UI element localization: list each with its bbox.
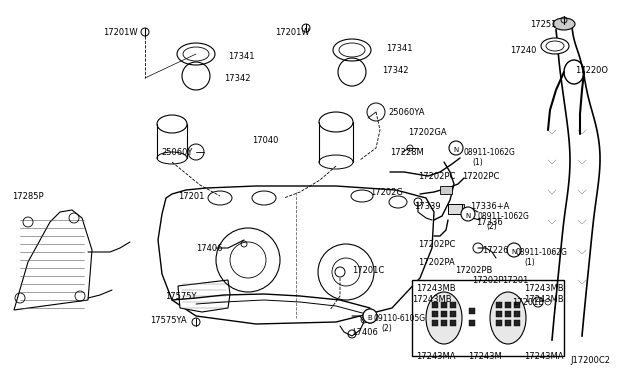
Text: 08911-1062G: 08911-1062G bbox=[516, 248, 568, 257]
Text: 17342: 17342 bbox=[224, 74, 250, 83]
Bar bbox=[432, 311, 438, 317]
Bar bbox=[441, 302, 447, 308]
Text: 17201W: 17201W bbox=[275, 28, 310, 37]
Bar bbox=[454, 204, 464, 211]
Text: 17406: 17406 bbox=[196, 244, 223, 253]
Text: 25060Y: 25060Y bbox=[162, 148, 193, 157]
Text: (2): (2) bbox=[486, 222, 497, 231]
Text: 08911-1062G: 08911-1062G bbox=[464, 148, 516, 157]
Text: 17201: 17201 bbox=[502, 276, 529, 285]
Bar bbox=[432, 302, 438, 308]
Ellipse shape bbox=[490, 292, 526, 344]
Text: 17341: 17341 bbox=[228, 52, 255, 61]
Polygon shape bbox=[178, 280, 230, 312]
Text: 17243MB: 17243MB bbox=[524, 284, 564, 293]
Text: 17342: 17342 bbox=[382, 66, 408, 75]
Text: J17200C2: J17200C2 bbox=[570, 356, 610, 365]
Bar bbox=[448, 204, 462, 214]
Text: 17575YA: 17575YA bbox=[150, 316, 187, 325]
Text: (1): (1) bbox=[524, 258, 535, 267]
Bar bbox=[514, 302, 520, 308]
Text: (1): (1) bbox=[472, 158, 483, 167]
Text: 17243MB: 17243MB bbox=[416, 284, 456, 293]
Bar bbox=[514, 320, 520, 326]
Bar bbox=[450, 311, 456, 317]
Bar bbox=[496, 320, 502, 326]
Text: 17202PB: 17202PB bbox=[455, 266, 492, 275]
Text: B: B bbox=[367, 315, 372, 321]
Text: 17243M: 17243M bbox=[468, 352, 502, 361]
Text: 17040: 17040 bbox=[252, 136, 278, 145]
Circle shape bbox=[363, 309, 377, 323]
Text: 17339: 17339 bbox=[414, 202, 440, 211]
Text: (2): (2) bbox=[381, 324, 392, 333]
Bar bbox=[496, 302, 502, 308]
Text: 17243MB: 17243MB bbox=[412, 295, 452, 304]
Bar bbox=[505, 311, 511, 317]
Text: 09110-6105G: 09110-6105G bbox=[373, 314, 425, 323]
Text: 17201W: 17201W bbox=[104, 28, 138, 37]
Text: 17202PC: 17202PC bbox=[418, 172, 456, 181]
Bar bbox=[441, 320, 447, 326]
Bar bbox=[432, 320, 438, 326]
Text: N: N bbox=[511, 249, 516, 255]
Text: 17201E: 17201E bbox=[512, 298, 543, 307]
Circle shape bbox=[461, 207, 475, 221]
Ellipse shape bbox=[426, 292, 462, 344]
Circle shape bbox=[507, 243, 521, 257]
Bar bbox=[505, 302, 511, 308]
Text: 17202G: 17202G bbox=[370, 188, 403, 197]
Bar bbox=[469, 320, 475, 326]
Text: 17336+A: 17336+A bbox=[470, 202, 509, 211]
Bar bbox=[496, 311, 502, 317]
Text: 17251: 17251 bbox=[530, 20, 556, 29]
Text: 17285P: 17285P bbox=[12, 192, 44, 201]
Text: 17243MA: 17243MA bbox=[416, 352, 456, 361]
Bar bbox=[514, 311, 520, 317]
Text: 17240: 17240 bbox=[510, 46, 536, 55]
Polygon shape bbox=[14, 210, 92, 310]
Text: 17243MB: 17243MB bbox=[524, 295, 564, 304]
Polygon shape bbox=[158, 186, 434, 324]
Bar bbox=[450, 320, 456, 326]
Text: 17336: 17336 bbox=[476, 218, 503, 227]
Ellipse shape bbox=[541, 38, 569, 54]
Text: 17226: 17226 bbox=[482, 246, 509, 255]
Bar bbox=[450, 302, 456, 308]
Text: N: N bbox=[453, 147, 459, 153]
Bar bbox=[440, 186, 452, 194]
Text: 17220O: 17220O bbox=[575, 66, 608, 75]
Text: N: N bbox=[465, 213, 470, 219]
Text: 17228M: 17228M bbox=[390, 148, 424, 157]
Text: 17243MA: 17243MA bbox=[524, 352, 563, 361]
Text: 17341: 17341 bbox=[386, 44, 413, 53]
Text: 17202P: 17202P bbox=[472, 276, 504, 285]
Bar bbox=[441, 311, 447, 317]
Bar bbox=[505, 320, 511, 326]
Text: 17202GA: 17202GA bbox=[408, 128, 447, 137]
Text: 17202PC: 17202PC bbox=[462, 172, 499, 181]
Text: 17202PC: 17202PC bbox=[418, 240, 456, 249]
Circle shape bbox=[449, 141, 463, 155]
Circle shape bbox=[363, 309, 377, 323]
Text: 08911-1062G: 08911-1062G bbox=[478, 212, 530, 221]
Text: L7406: L7406 bbox=[352, 328, 378, 337]
Text: 17201: 17201 bbox=[178, 192, 204, 201]
Text: 17202PA: 17202PA bbox=[418, 258, 455, 267]
Bar bbox=[469, 308, 475, 314]
Text: 25060YA: 25060YA bbox=[388, 108, 424, 117]
Text: 17201C: 17201C bbox=[352, 266, 384, 275]
Ellipse shape bbox=[553, 18, 575, 30]
Text: 17575Y: 17575Y bbox=[165, 292, 196, 301]
Bar bbox=[412, 280, 564, 356]
